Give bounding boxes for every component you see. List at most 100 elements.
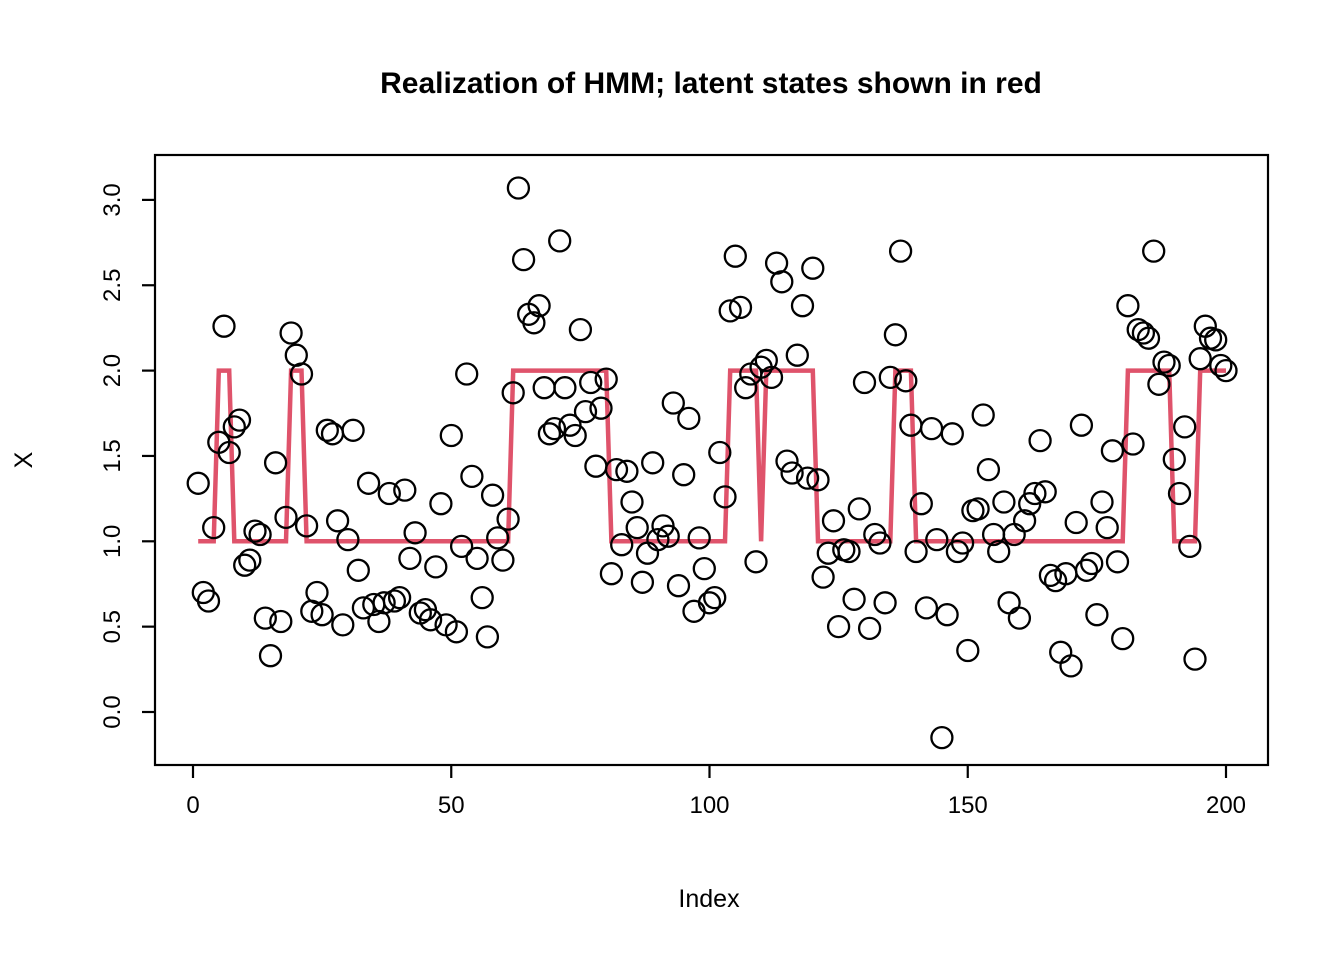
- data-point: [734, 376, 758, 400]
- x-axis-label: Index: [678, 885, 740, 913]
- data-point: [625, 515, 649, 540]
- data-point: [274, 505, 298, 530]
- data-point: [971, 403, 995, 427]
- data-point: [341, 418, 365, 442]
- data-point: [914, 596, 939, 620]
- data-point: [672, 463, 696, 487]
- data-point: [455, 362, 479, 386]
- data-point: [956, 638, 980, 663]
- data-point: [393, 478, 417, 502]
- data-point: [1064, 510, 1088, 535]
- data-point: [1090, 490, 1114, 514]
- data-point: [888, 239, 913, 263]
- data-point: [1193, 314, 1217, 338]
- data-point: [217, 440, 241, 465]
- data-point: [372, 591, 396, 615]
- data-point: [243, 519, 267, 543]
- data-point: [263, 451, 288, 475]
- data-point: [511, 247, 536, 272]
- data-point: [728, 295, 753, 320]
- chart-title: Realization of HMM; latent states shown …: [380, 67, 1042, 100]
- data-point: [465, 546, 489, 571]
- data-point: [491, 548, 515, 572]
- data-point: [403, 521, 427, 545]
- data-point: [1049, 640, 1073, 664]
- data-point: [770, 270, 794, 294]
- data-point: [356, 471, 381, 495]
- data-point: [790, 294, 815, 318]
- data-point: [1121, 432, 1145, 456]
- data-point: [1100, 439, 1125, 463]
- data-point: [811, 565, 835, 589]
- data-point: [697, 591, 722, 615]
- data-point: [666, 574, 691, 598]
- data-point: [449, 534, 474, 559]
- data-point: [868, 531, 892, 555]
- x-tick-label: 200: [1206, 792, 1246, 819]
- data-point: [475, 625, 500, 649]
- data-point: [496, 507, 520, 531]
- data-point: [1095, 515, 1119, 540]
- data-point: [233, 553, 257, 577]
- data-point: [1188, 347, 1212, 371]
- data-point: [919, 416, 944, 441]
- data-point: [1069, 413, 1094, 437]
- data-point: [795, 466, 820, 490]
- data-point: [1167, 481, 1192, 506]
- data-point: [930, 725, 954, 750]
- data-point: [532, 376, 556, 400]
- x-tick-label: 150: [948, 792, 988, 819]
- data-point: [620, 490, 644, 514]
- data-point: [1142, 239, 1166, 263]
- data-point: [294, 514, 319, 538]
- data-point: [940, 422, 964, 446]
- data-point: [1080, 551, 1104, 576]
- data-point: [713, 485, 737, 509]
- y-tick-label: 1.5: [99, 439, 126, 472]
- data-point: [1131, 321, 1156, 345]
- data-point: [1111, 626, 1135, 651]
- data-point: [336, 527, 360, 552]
- data-point: [238, 548, 262, 572]
- data-point: [1074, 558, 1099, 582]
- data-point: [775, 449, 799, 473]
- data-point: [501, 381, 525, 405]
- data-point: [987, 539, 1011, 564]
- data-point: [630, 570, 655, 594]
- data-point: [826, 614, 851, 639]
- data-point: [1116, 294, 1140, 318]
- data-point: [873, 591, 897, 615]
- data-point: [816, 541, 840, 565]
- data-point: [801, 256, 825, 280]
- data-point: [687, 526, 711, 550]
- data-point: [222, 415, 246, 439]
- data-point: [522, 311, 546, 335]
- y-tick-label: 2.5: [99, 269, 126, 302]
- data-point: [325, 509, 350, 533]
- data-point: [785, 343, 809, 367]
- data-point: [641, 451, 665, 475]
- data-point: [248, 522, 272, 547]
- data-point: [186, 471, 210, 495]
- data-point: [289, 362, 314, 386]
- data-point: [480, 483, 505, 507]
- data-point: [1059, 654, 1083, 678]
- data-point: [1136, 326, 1161, 350]
- data-point: [950, 531, 975, 555]
- data-point: [460, 464, 484, 489]
- data-point: [589, 396, 613, 420]
- data-point: [439, 423, 463, 448]
- y-tick-label: 3.0: [99, 183, 126, 216]
- data-point: [382, 589, 407, 613]
- data-point: [780, 461, 804, 485]
- data-point: [703, 585, 727, 610]
- data-point: [692, 556, 716, 581]
- x-tick-label: 50: [438, 792, 465, 819]
- data-point: [527, 294, 551, 318]
- data-point: [610, 533, 634, 557]
- data-point: [377, 481, 401, 506]
- data-point: [1038, 563, 1063, 588]
- data-point: [444, 620, 469, 644]
- data-point: [202, 515, 226, 540]
